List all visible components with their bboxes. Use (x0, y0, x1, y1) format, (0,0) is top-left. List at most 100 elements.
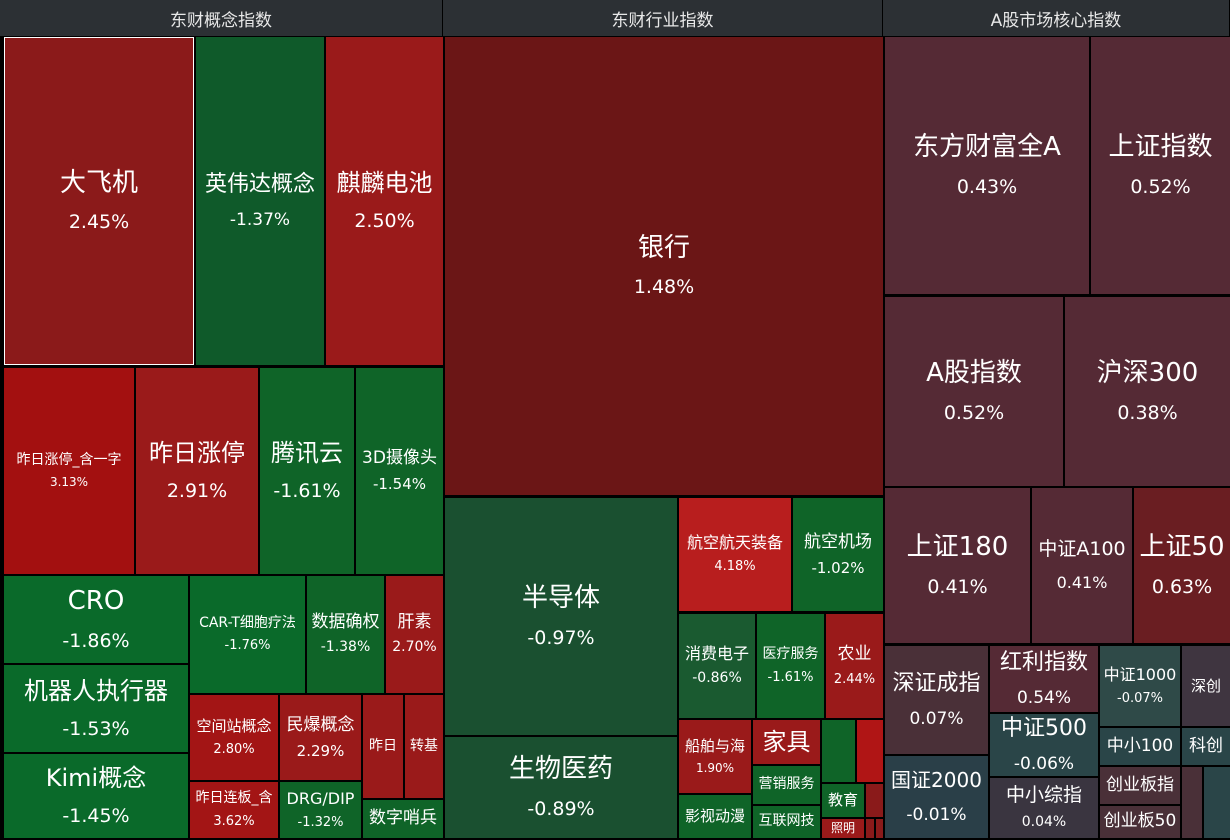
tile: 转基 (405, 695, 443, 798)
tile-name: 消费电子 (684, 644, 749, 664)
tile-name: 中小综指 (1005, 784, 1082, 807)
tile: 影视动漫 (679, 795, 751, 838)
tile-name: 照明 (830, 821, 855, 835)
tile (1182, 767, 1202, 838)
tile-name: 数据确权 (311, 612, 380, 633)
tile: 腾讯云 -1.61% (260, 368, 354, 574)
tile: 生物医药 -0.89% (445, 737, 677, 838)
tile: 银行 1.48% (445, 37, 883, 495)
tile-name: 转基 (410, 737, 438, 754)
tile-name: 3D摄像头 (362, 448, 437, 468)
tile-change: 0.41% (1056, 573, 1108, 593)
tile-name: 船舶与海 (684, 736, 745, 755)
tile-change: -1.45% (62, 805, 130, 828)
tile-name: 航空机场 (804, 531, 872, 552)
tile-name: 国证2000 (891, 767, 982, 792)
tile-name: 深证成指 (892, 670, 981, 696)
tile-change: 0.38% (1117, 401, 1178, 424)
tile-change: 2.70% (392, 639, 437, 656)
tile-name: 科创 (1189, 735, 1223, 756)
tile-change: -1.32% (297, 814, 344, 830)
tile-name: 银行 (637, 232, 690, 263)
tile-name: 东方财富全A (913, 132, 1061, 163)
tile-change: -0.06% (1013, 754, 1075, 775)
tile-name: 创业板50 (1103, 811, 1177, 832)
tile-name: 昨日连板_含 (195, 790, 273, 807)
tile-name: 生物医药 (508, 754, 613, 785)
tile-name: 教育 (827, 791, 858, 810)
tile (857, 720, 883, 782)
tile: 机器人执行器 -1.53% (4, 665, 188, 752)
tile: 数据确权 -1.38% (307, 576, 384, 693)
tile-name: 昨日涨停_含一字 (16, 451, 122, 468)
tile-name: 家具 (762, 728, 811, 756)
tile-name: 半导体 (521, 583, 600, 614)
tile: 中证1000 -0.07% (1100, 646, 1180, 726)
tile: 营销服务 (753, 766, 820, 804)
tile: 互联网技 (753, 806, 820, 838)
tile: 昨日 (363, 695, 403, 798)
tile (866, 819, 874, 838)
panel-title: A股市场核心指数 (883, 0, 1230, 36)
tile-change: -1.37% (229, 210, 291, 231)
tile-change: 4.18% (714, 559, 756, 575)
tile: 船舶与海 1.90% (679, 720, 751, 793)
tile-name: 数字哨兵 (369, 808, 437, 829)
tile-name: 营销服务 (758, 776, 815, 793)
tile-change: 0.52% (1130, 175, 1191, 198)
tile-name: A股指数 (926, 358, 1022, 389)
tile: 教育 (822, 784, 864, 817)
tile-change: -1.61% (767, 669, 814, 685)
tile-name: 空间站概念 (196, 717, 272, 735)
tile: 大飞机 2.45% (4, 37, 194, 365)
tile-change: -1.02% (811, 558, 865, 577)
tile-change: -0.97% (527, 626, 595, 649)
tile: A股指数 0.52% (885, 297, 1063, 486)
tile (876, 819, 883, 838)
tile-change: 2.80% (213, 741, 255, 757)
tile-name: 大飞机 (59, 167, 138, 198)
tile-name: 上证180 (906, 532, 1009, 563)
tile-change: 0.54% (1016, 688, 1071, 709)
tile: DRG/DIP -1.32% (280, 782, 361, 838)
tile-change: 1.48% (633, 276, 695, 299)
tile: 中证A100 0.41% (1032, 488, 1132, 643)
tile-change: 0.07% (909, 709, 964, 730)
tile-change: -1.86% (62, 629, 130, 652)
tile-name: 上证指数 (1108, 132, 1213, 163)
tile-change: 2.44% (833, 671, 876, 687)
tile-change: -1.38% (320, 639, 371, 656)
tile: 数字哨兵 (363, 800, 443, 838)
tile-name: 昨日 (369, 737, 397, 754)
tile-change: 0.04% (1021, 814, 1067, 831)
tile-change: -0.01% (906, 804, 967, 825)
tile: 中小100 (1100, 728, 1180, 765)
tile-change: 0.63% (1151, 575, 1213, 598)
tile-name: 昨日涨停 (149, 439, 245, 468)
tile-name: 中证A100 (1038, 537, 1126, 560)
tile: 昨日连板_含 3.62% (190, 782, 278, 838)
tile: 家具 (753, 720, 820, 764)
tile-name: 沪深300 (1096, 358, 1199, 389)
tile: 医疗服务 -1.61% (757, 614, 824, 718)
panel-title: 东财行业指数 (443, 0, 883, 36)
tile (866, 784, 883, 817)
tile: 创业板指 (1100, 767, 1180, 804)
tile: 中证500 -0.06% (990, 714, 1098, 776)
tile: 肝素 2.70% (386, 576, 443, 693)
tile: 科创 (1182, 728, 1230, 765)
tile: CRO -1.86% (4, 576, 188, 663)
tile-name: 机器人执行器 (24, 676, 168, 705)
tile: 东方财富全A 0.43% (885, 37, 1089, 294)
tile: 创业板50 (1100, 806, 1180, 838)
tile-change: -1.53% (62, 717, 130, 740)
tile: 航空机场 -1.02% (793, 498, 883, 611)
tile: 3D摄像头 -1.54% (356, 368, 443, 574)
tile: CAR-T细胞疗法 -1.76% (190, 576, 305, 693)
tile: 消费电子 -0.86% (679, 614, 755, 718)
tile-change: -1.54% (372, 475, 427, 494)
tile-name: 深创 (1190, 676, 1221, 695)
tile-name: 肝素 (397, 612, 432, 633)
tile-change: 1.90% (695, 761, 735, 776)
